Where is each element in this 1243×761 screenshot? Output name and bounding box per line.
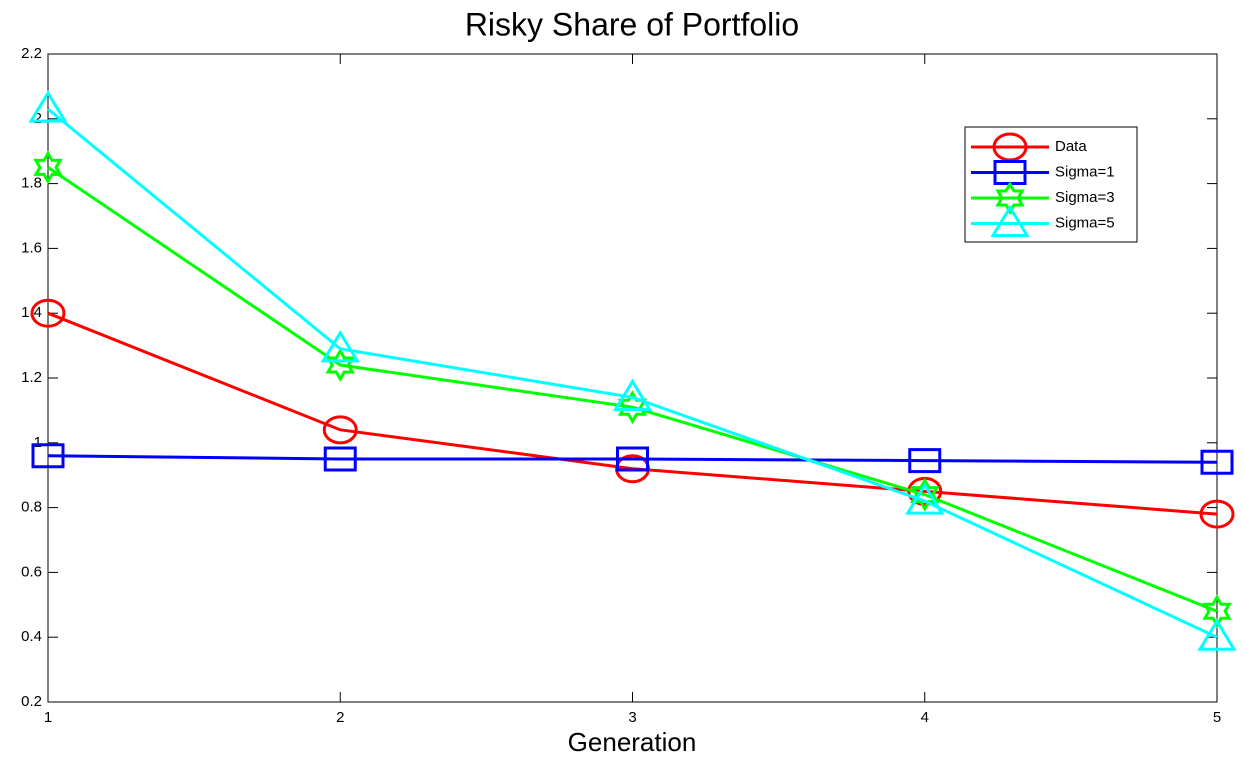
marker bbox=[31, 443, 65, 469]
legend: Data Sigma=1 Sigma=3 Sigma=5 bbox=[964, 126, 1138, 243]
marker bbox=[1200, 449, 1234, 475]
marker bbox=[325, 348, 356, 382]
y-tick-label: 1.6 bbox=[21, 239, 42, 256]
y-tick-label: 1 bbox=[34, 434, 42, 451]
marker bbox=[905, 482, 945, 515]
legend-label: Sigma=3 bbox=[1055, 189, 1115, 206]
marker bbox=[1199, 499, 1235, 529]
marker bbox=[616, 446, 649, 472]
series bbox=[31, 443, 1234, 475]
series bbox=[30, 298, 1235, 529]
y-tick-label: 0.4 bbox=[21, 628, 42, 645]
y-tick-label: 1.2 bbox=[21, 369, 42, 386]
marker bbox=[33, 150, 63, 185]
marker bbox=[908, 448, 942, 474]
y-tick-label: 0.2 bbox=[21, 693, 42, 710]
marker bbox=[995, 180, 1025, 216]
marker bbox=[990, 204, 1030, 237]
y-tick-label: 0.8 bbox=[21, 499, 42, 516]
marker bbox=[612, 378, 653, 411]
marker bbox=[320, 329, 360, 363]
marker bbox=[909, 477, 940, 512]
x-tick-label: 1 bbox=[44, 709, 52, 726]
x-axis-label: Generation bbox=[568, 727, 697, 757]
marker bbox=[1202, 594, 1232, 629]
x-tick-label: 3 bbox=[628, 709, 636, 726]
legend-label: Data bbox=[1055, 138, 1087, 155]
chart-title: Risky Share of Portfolio bbox=[465, 6, 799, 42]
legend-label: Sigma=5 bbox=[1055, 214, 1115, 231]
series-line bbox=[47, 311, 1218, 516]
y-tick-label: 0.6 bbox=[21, 563, 42, 580]
legend-label: Sigma=1 bbox=[1055, 163, 1115, 180]
marker bbox=[28, 90, 68, 123]
marker bbox=[323, 446, 357, 472]
series-line bbox=[47, 107, 1218, 639]
series-line bbox=[47, 454, 1218, 464]
marker bbox=[1197, 618, 1237, 651]
marker bbox=[322, 415, 358, 445]
series-line bbox=[47, 166, 1218, 613]
y-tick-label: 2 bbox=[34, 110, 42, 127]
y-tick-label: 1.8 bbox=[21, 175, 42, 192]
x-tick-label: 2 bbox=[336, 709, 344, 726]
marker bbox=[30, 298, 66, 328]
series bbox=[28, 90, 1237, 651]
x-tick-label: 4 bbox=[921, 709, 929, 726]
x-tick-label: 5 bbox=[1213, 709, 1221, 726]
y-tick-label: 2.2 bbox=[21, 45, 42, 62]
